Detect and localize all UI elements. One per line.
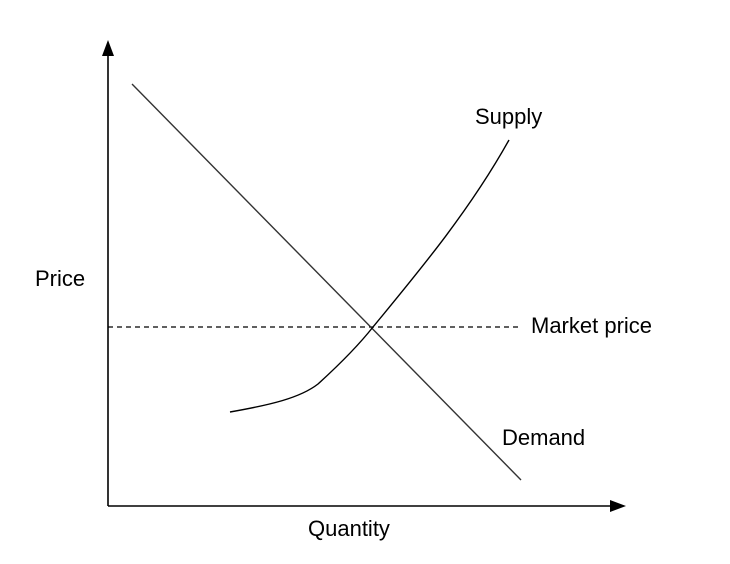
supply-curve (229, 139, 510, 413)
demand-label: Demand (502, 425, 585, 450)
y-axis-arrowhead (102, 40, 114, 56)
supply-label: Supply (475, 104, 542, 129)
x-axis-arrowhead (610, 500, 626, 512)
x-axis-label: Quantity (308, 516, 390, 541)
y-axis-label: Price (35, 266, 85, 291)
market-price-label: Market price (531, 313, 652, 338)
demand-curve (131, 83, 522, 481)
